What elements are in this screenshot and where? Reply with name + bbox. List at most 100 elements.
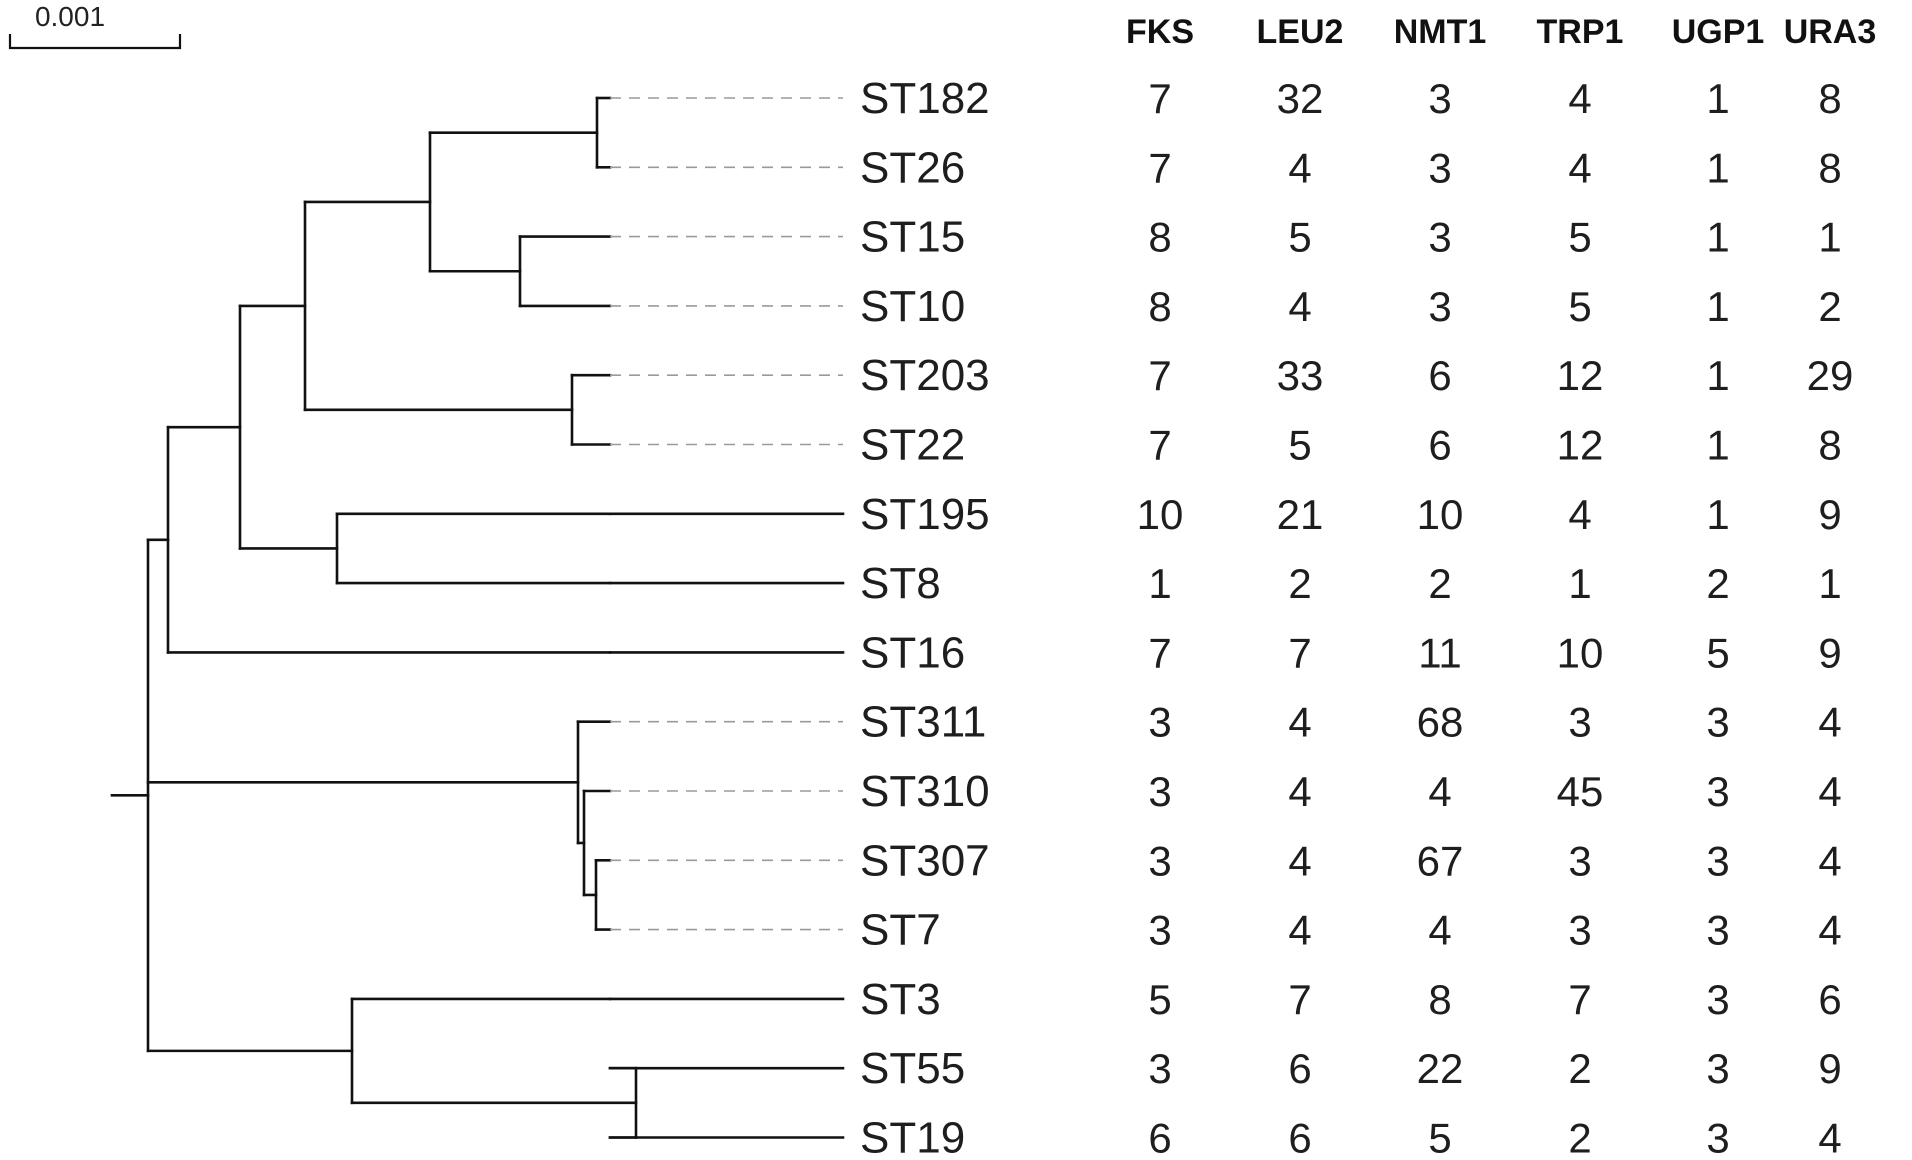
allele-cell: 6 — [1148, 1115, 1171, 1160]
allele-cell: 4 — [1818, 1115, 1841, 1160]
allele-cell: 9 — [1818, 491, 1841, 538]
allele-cell: 12 — [1557, 352, 1604, 399]
allele-cell: 21 — [1277, 491, 1324, 538]
allele-cell: 22 — [1417, 1045, 1464, 1092]
column-header: UGP1 — [1672, 13, 1765, 51]
allele-cell: 4 — [1288, 907, 1311, 954]
allele-cell: 4 — [1288, 768, 1311, 815]
allele-cell: 32 — [1277, 75, 1324, 122]
allele-cell: 7 — [1148, 629, 1171, 676]
allele-cell: 11 — [1418, 629, 1462, 676]
allele-cell: 1 — [1818, 560, 1841, 607]
allele-cell: 3 — [1148, 1045, 1171, 1092]
allele-cell: 1 — [1706, 75, 1729, 122]
column-header: FKS — [1126, 13, 1194, 51]
column-header: LEU2 — [1257, 13, 1344, 51]
allele-cell: 3 — [1148, 699, 1171, 746]
allele-cell: 4 — [1568, 491, 1591, 538]
allele-cell: 3 — [1706, 768, 1729, 815]
allele-cell: 7 — [1148, 352, 1171, 399]
allele-cell: 1 — [1706, 491, 1729, 538]
allele-cell: 2 — [1568, 1045, 1591, 1092]
allele-cell: 3 — [1706, 1115, 1729, 1160]
allele-cell: 6 — [1428, 352, 1451, 399]
allele-cell: 1 — [1706, 352, 1729, 399]
allele-cell: 3 — [1706, 699, 1729, 746]
allele-cell: 5 — [1148, 976, 1171, 1023]
allele-cell: 2 — [1428, 560, 1451, 607]
allele-cell: 4 — [1818, 837, 1841, 884]
allele-cell: 7 — [1288, 629, 1311, 676]
allele-cell: 5 — [1706, 629, 1729, 676]
allele-cell: 1 — [1706, 422, 1729, 469]
allele-cell: 1 — [1706, 214, 1729, 261]
allele-cell: 1 — [1818, 214, 1841, 261]
allele-cell: 3 — [1706, 907, 1729, 954]
allele-cell: 9 — [1818, 1045, 1841, 1092]
allele-cell: 3 — [1428, 214, 1451, 261]
allele-cell: 3 — [1148, 837, 1171, 884]
allele-cell: 10 — [1557, 629, 1604, 676]
allele-cell: 1 — [1706, 144, 1729, 191]
allele-cell: 5 — [1428, 1115, 1451, 1160]
allele-cell: 5 — [1568, 214, 1591, 261]
allele-cell: 45 — [1557, 768, 1604, 815]
allele-cell: 6 — [1428, 422, 1451, 469]
allele-cell: 2 — [1288, 560, 1311, 607]
allele-cell: 8 — [1148, 283, 1171, 330]
allele-cell: 33 — [1277, 352, 1324, 399]
scale-bar-line — [8, 34, 182, 50]
leader-lines — [610, 97, 843, 931]
st-label: ST16 — [860, 628, 965, 677]
allele-cell: 4 — [1818, 907, 1841, 954]
allele-cell: 68 — [1417, 699, 1464, 746]
allele-cell: 9 — [1818, 629, 1841, 676]
st-label: ST203 — [860, 351, 990, 400]
allele-cell: 10 — [1137, 491, 1184, 538]
allele-cell: 7 — [1288, 976, 1311, 1023]
allele-cell: 8 — [1818, 75, 1841, 122]
st-label: ST195 — [860, 490, 990, 539]
allele-cell: 7 — [1568, 976, 1591, 1023]
st-label: ST307 — [860, 836, 990, 885]
allele-cell: 5 — [1288, 422, 1311, 469]
st-label: ST7 — [860, 906, 941, 955]
tree-branches — [110, 96, 845, 1139]
allele-cell: 3 — [1706, 976, 1729, 1023]
allele-cell: 3 — [1568, 699, 1591, 746]
allele-cell: 2 — [1706, 560, 1729, 607]
allele-cell: 3 — [1706, 1045, 1729, 1092]
allele-cell: 3 — [1568, 837, 1591, 884]
allele-cell: 8 — [1818, 144, 1841, 191]
allele-cell: 4 — [1568, 144, 1591, 191]
allele-cell: 67 — [1417, 837, 1464, 884]
column-header: TRP1 — [1537, 13, 1624, 51]
allele-cell: 5 — [1568, 283, 1591, 330]
allele-cell: 7 — [1148, 75, 1171, 122]
allele-cell: 4 — [1818, 768, 1841, 815]
allele-cell: 1 — [1148, 560, 1171, 607]
allele-cell: 2 — [1818, 283, 1841, 330]
scale-bar: 0.001 — [8, 1, 182, 50]
allele-cell: 10 — [1417, 491, 1464, 538]
st-label: ST26 — [860, 143, 965, 192]
allele-cell: 3 — [1148, 768, 1171, 815]
allele-cell: 4 — [1288, 283, 1311, 330]
st-label: ST19 — [860, 1114, 965, 1160]
allele-cell: 3 — [1706, 837, 1729, 884]
allele-cell: 6 — [1818, 976, 1841, 1023]
allele-cell: 3 — [1568, 907, 1591, 954]
allele-cell: 3 — [1428, 283, 1451, 330]
st-label: ST310 — [860, 767, 990, 816]
allele-cell: 4 — [1288, 699, 1311, 746]
st-label: ST15 — [860, 213, 965, 262]
allele-cell: 1 — [1706, 283, 1729, 330]
sequence-type-labels: ST182 ST26 ST15 ST10 ST203 ST22 ST195 ST8 ST16 ST… — [860, 74, 990, 1160]
allele-cell: 2 — [1568, 1115, 1591, 1160]
st-label: ST3 — [860, 975, 941, 1024]
st-label: ST22 — [860, 421, 965, 470]
allele-cell: 4 — [1288, 837, 1311, 884]
allele-cell: 6 — [1288, 1115, 1311, 1160]
st-label: ST55 — [860, 1044, 965, 1093]
